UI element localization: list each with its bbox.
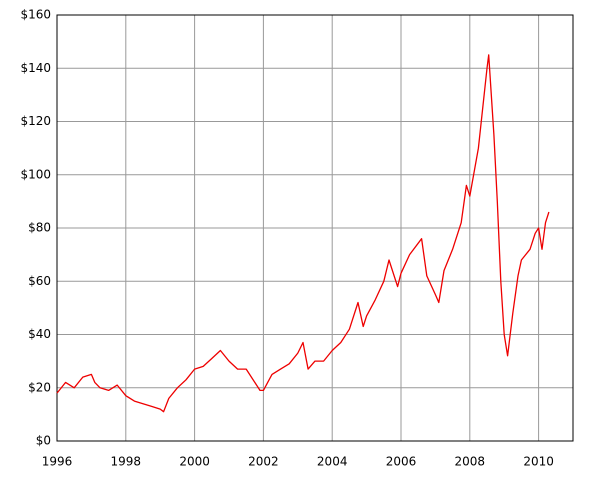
y-tick-label: $80 — [28, 221, 51, 235]
y-tick-label: $0 — [36, 434, 51, 448]
x-tick-label: 2000 — [179, 455, 210, 469]
x-tick-label: 2010 — [523, 455, 554, 469]
y-tick-label: $160 — [20, 8, 51, 22]
x-tick-label: 2004 — [317, 455, 348, 469]
x-tick-label: 1996 — [42, 455, 73, 469]
y-tick-label: $140 — [20, 61, 51, 75]
y-tick-label: $120 — [20, 114, 51, 128]
y-tick-label: $40 — [28, 327, 51, 341]
price-line — [56, 54, 550, 413]
x-tick-label: 2008 — [455, 455, 486, 469]
plot-frame — [56, 14, 574, 442]
x-tick-label: 2002 — [248, 455, 279, 469]
y-tick-label: $20 — [28, 380, 51, 394]
y-tick-label: $100 — [20, 167, 51, 181]
x-tick-label: 2006 — [386, 455, 417, 469]
x-tick-label: 1998 — [111, 455, 142, 469]
y-tick-label: $60 — [28, 274, 51, 288]
